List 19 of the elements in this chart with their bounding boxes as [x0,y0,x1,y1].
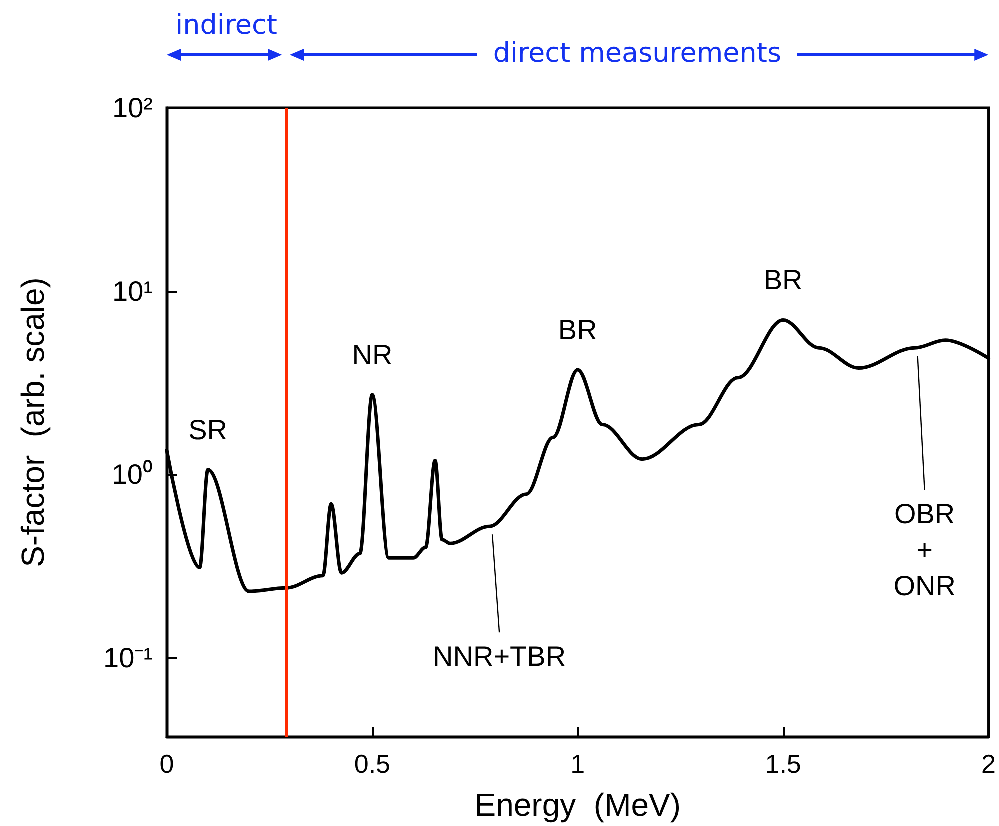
y-tick-label: 10² [112,92,153,124]
annotation: NNR+TBR [433,641,566,672]
annotation: NR [352,339,393,370]
annotation: OBR + ONR [894,498,956,602]
y-axis-title: S-factor (arb. scale) [15,278,51,568]
x-tick-label: 0.5 [354,749,391,779]
annotation: SR [188,414,228,446]
text: indirect [174,10,278,41]
x-tick-label: 2 [982,749,996,779]
x-tick-label: 1 [570,749,586,779]
y-tick-label: 10¹ [112,276,153,307]
y-tick-label: 10⁰ [112,459,153,490]
x-tick-label: 1.5 [765,749,802,779]
y-tick-label: 10⁻¹ [104,642,153,674]
text: direct measurements [477,38,798,69]
x-tick-label: 0 [160,749,174,779]
annotation: BR [558,314,598,346]
x-axis-title: Energy (MeV) [474,787,682,823]
annotation: BR [764,264,803,296]
